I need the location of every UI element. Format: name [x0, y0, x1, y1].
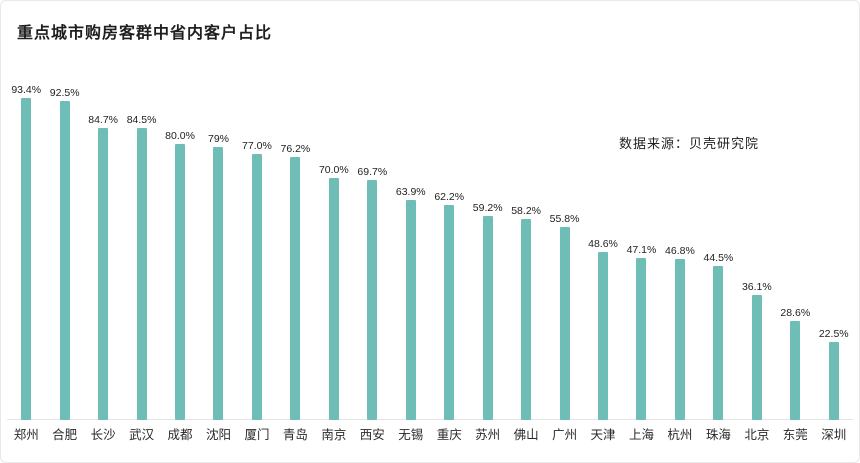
- bar: [598, 252, 609, 420]
- bar-city-label: 天津: [590, 427, 616, 442]
- bar-city-label: 深圳: [821, 427, 847, 442]
- bar: [828, 342, 839, 420]
- bar-column: 58.2% 佛山: [507, 204, 545, 451]
- bar: [559, 227, 570, 420]
- bar-column: 77.0% 厦门: [238, 139, 276, 451]
- bar: [98, 128, 109, 420]
- x-axis-line: [7, 419, 853, 420]
- bar-value-label: 77.0%: [242, 139, 272, 152]
- bar-column: 28.6% 东莞: [776, 306, 814, 451]
- bar-value-label: 93.4%: [11, 83, 42, 96]
- bar: [290, 157, 301, 420]
- bar-city-label: 东莞: [782, 427, 808, 442]
- bar-city-label: 广州: [552, 427, 578, 442]
- bar-value-label: 46.8%: [665, 244, 695, 257]
- bar: [444, 205, 455, 420]
- bar-column: 46.8% 杭州: [661, 244, 699, 451]
- bar-value-label: 76.2%: [280, 142, 311, 155]
- bar-value-label: 59.2%: [472, 201, 503, 214]
- bar-city-label: 成都: [167, 427, 193, 442]
- bar-city-label: 郑州: [13, 427, 39, 442]
- bar: [790, 321, 801, 420]
- bar: [213, 147, 224, 420]
- data-source-note: 数据来源：贝壳研究院: [618, 136, 759, 151]
- bar-column: 63.9% 无锡: [392, 185, 430, 451]
- bar-city-label: 无锡: [398, 427, 424, 442]
- bar: [674, 259, 685, 420]
- bar-value-label: 80.0%: [165, 129, 195, 142]
- bar-column: 80.0% 成都: [161, 129, 199, 451]
- bar: [175, 144, 186, 420]
- bar-city-label: 青岛: [282, 427, 308, 442]
- bar-city-label: 沈阳: [205, 427, 231, 442]
- bar-value-label: 22.5%: [818, 327, 849, 340]
- bar-column: 84.7% 长沙: [84, 113, 122, 451]
- bar-city-label: 上海: [628, 427, 654, 442]
- bar-value-label: 28.6%: [780, 306, 811, 319]
- bar-value-label: 48.6%: [588, 237, 618, 250]
- bar-value-label: 58.2%: [511, 204, 541, 217]
- bar: [521, 219, 532, 420]
- bar: [713, 266, 724, 420]
- bar-value-label: 84.5%: [126, 113, 157, 126]
- bar-city-label: 南京: [321, 427, 347, 442]
- bar-city-label: 北京: [744, 427, 770, 442]
- bar-city-label: 合肥: [52, 427, 78, 442]
- bar-value-label: 70.0%: [318, 163, 349, 176]
- bar-city-label: 珠海: [705, 427, 731, 442]
- bar-city-label: 重庆: [436, 427, 462, 442]
- bar-city-label: 长沙: [90, 427, 116, 442]
- bar-value-label: 62.2%: [434, 190, 465, 203]
- bar-city-label: 厦门: [244, 427, 270, 442]
- bar-column: 55.8% 广州: [545, 212, 583, 451]
- bar-city-label: 苏州: [475, 427, 501, 442]
- bar-value-label: 47.1%: [626, 243, 657, 256]
- bar-column: 84.5% 武汉: [122, 113, 160, 451]
- bar-value-label: 36.1%: [741, 280, 772, 293]
- bar-value-label: 79%: [207, 132, 229, 145]
- bar: [367, 180, 378, 420]
- bar-column: 48.6% 天津: [584, 237, 622, 451]
- bar-value-label: 69.7%: [357, 165, 388, 178]
- bar-value-label: 92.5%: [49, 86, 80, 99]
- bar-column: 47.1% 上海: [622, 243, 660, 451]
- bar: [636, 258, 647, 420]
- bar-city-label: 西安: [359, 427, 385, 442]
- bar-city-label: 武汉: [129, 427, 155, 442]
- page-title: 重点城市购房客群中省内客户占比: [17, 25, 273, 42]
- bar-column: 70.0% 南京: [315, 163, 353, 451]
- bar: [59, 101, 70, 420]
- bar: [136, 128, 147, 420]
- bar-city-label: 杭州: [667, 427, 693, 442]
- bar-column: 59.2% 苏州: [468, 201, 506, 451]
- bar-value-label: 84.7%: [88, 113, 119, 126]
- bar-chart: 93.4% 郑州 92.5% 合肥 84.7% 长沙 84.5% 武汉 80.0% 成都 79% 沈阳…: [7, 14, 853, 450]
- bar-city-label: 佛山: [513, 427, 539, 442]
- bar: [21, 98, 32, 420]
- bar-value-label: 63.9%: [395, 185, 426, 198]
- bar-column: 22.5% 深圳: [815, 327, 853, 451]
- bar-column: 44.5% 珠海: [699, 251, 737, 451]
- bar-value-label: 44.5%: [703, 251, 734, 264]
- bar-column: 93.4% 郑州: [7, 83, 45, 451]
- bar: [251, 154, 262, 420]
- bar-column: 36.1% 北京: [738, 280, 776, 451]
- bar-column: 76.2% 青岛: [276, 142, 314, 451]
- bar-column: 92.5% 合肥: [45, 86, 83, 451]
- bar-column: 79% 沈阳: [199, 132, 237, 451]
- bar-column: 69.7% 西安: [353, 165, 391, 451]
- bar: [405, 200, 416, 420]
- bar: [482, 216, 493, 420]
- bar-column: 62.2% 重庆: [430, 190, 468, 451]
- bar-value-label: 55.8%: [549, 212, 580, 225]
- bar: [751, 295, 762, 420]
- bar: [328, 178, 339, 420]
